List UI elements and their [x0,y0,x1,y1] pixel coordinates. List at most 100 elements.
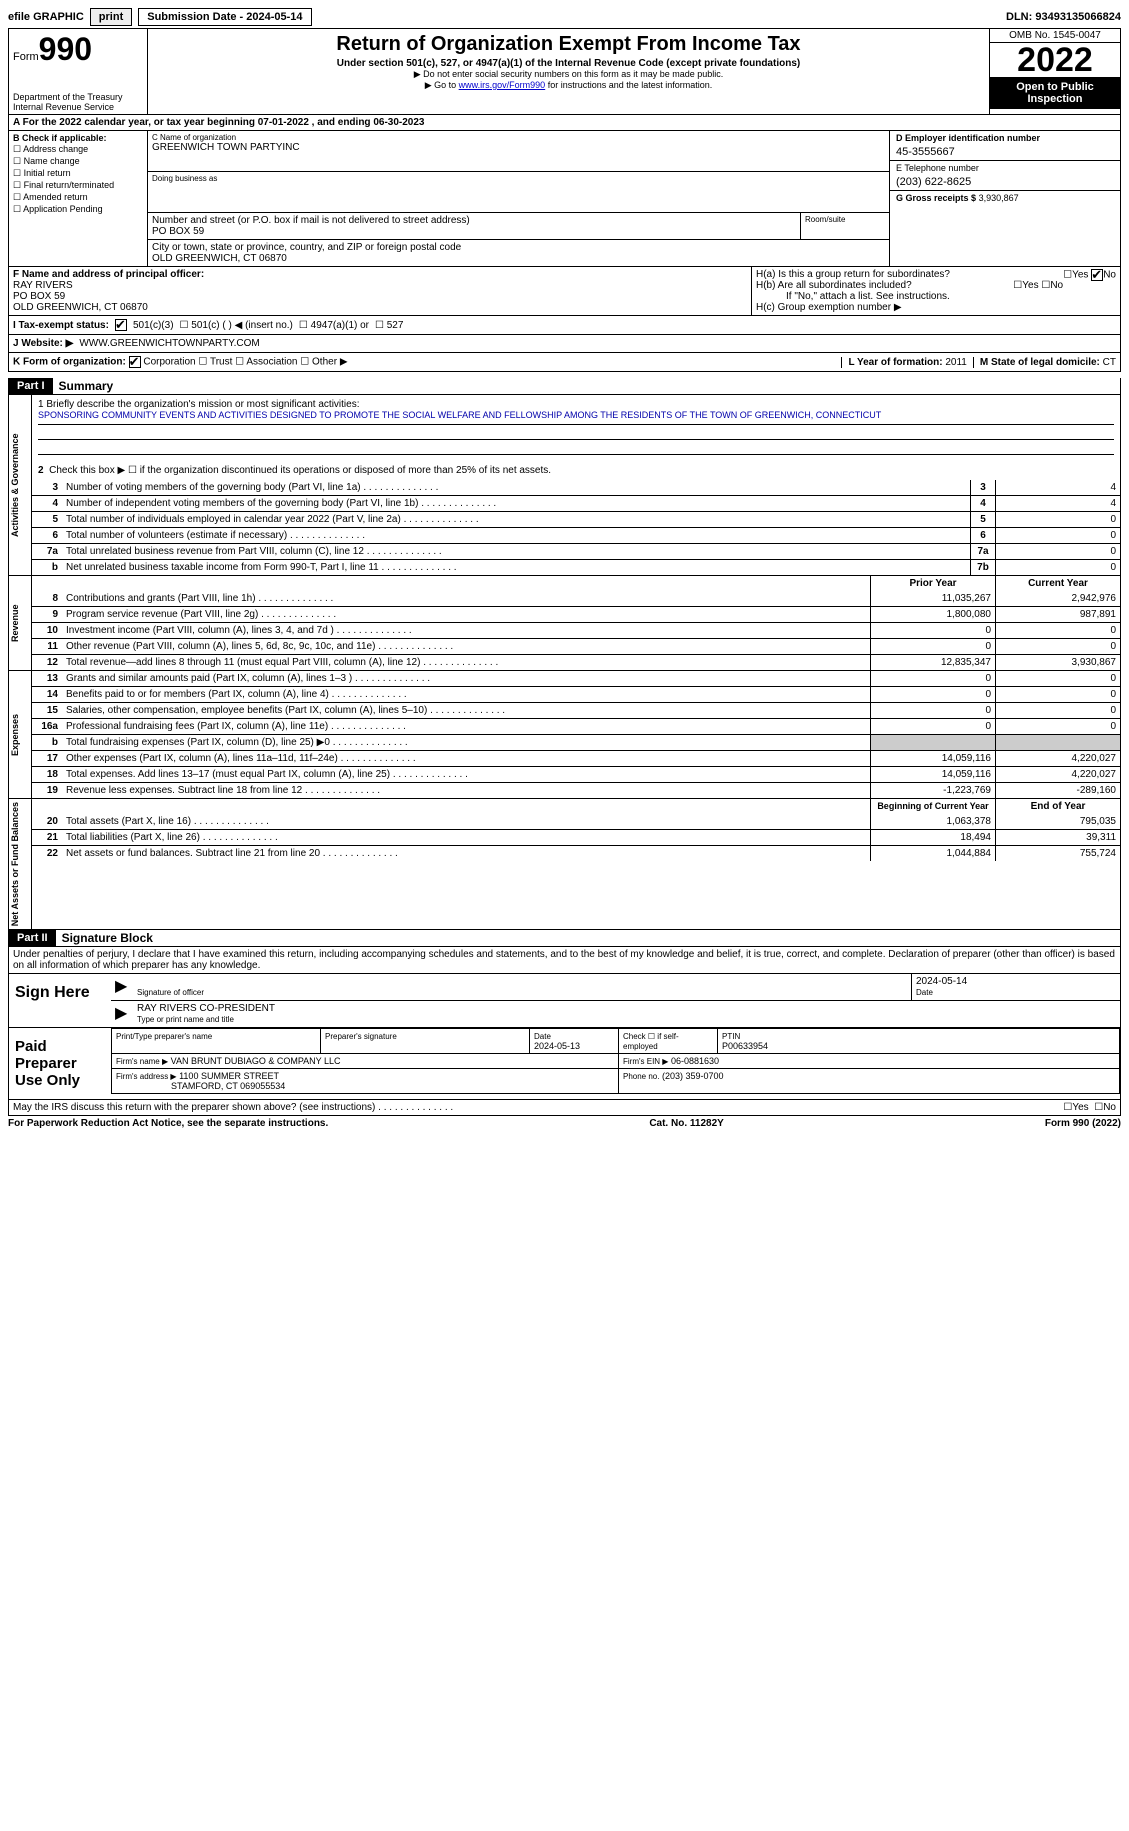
irs-label: Internal Revenue Service [13,102,143,112]
name-title-label: Type or print name and title [137,1015,234,1024]
table-row: 18 Total expenses. Add lines 13–17 (must… [32,766,1120,782]
section-b-c-d: B Check if applicable: ☐ Address change … [8,131,1121,267]
name-label: C Name of organization [152,133,885,142]
row-a-tax-year: A For the 2022 calendar year, or tax yea… [8,115,1121,131]
col-prior: Prior Year [870,576,995,591]
chk-pending[interactable]: ☐ Application Pending [13,204,143,215]
phone-label: E Telephone number [896,163,1114,173]
table-row: 4 Number of independent voting members o… [32,495,1120,511]
chk-final[interactable]: ☐ Final return/terminated [13,180,143,191]
form-number: 990 [39,31,92,67]
irs-link[interactable]: www.irs.gov/Form990 [459,80,546,90]
table-row: 22 Net assets or fund balances. Subtract… [32,845,1120,861]
chk-address[interactable]: ☐ Address change [13,144,143,155]
note-link: ▶ Go to www.irs.gov/Form990 for instruct… [154,80,983,91]
table-row: Print/Type preparer's name Preparer's si… [112,1029,1120,1054]
row-i-status: I Tax-exempt status: 501(c)(3) ☐ 501(c) … [8,316,1121,335]
tab-revenue: Revenue [9,576,32,670]
efile-label: efile GRAPHIC [8,11,84,23]
paid-preparer-label: Paid Preparer Use Only [9,1028,111,1099]
officer-addr2: OLD GREENWICH, CT 06870 [13,302,747,313]
ha-label: H(a) Is this a group return for subordin… [756,269,950,280]
declaration: Under penalties of perjury, I declare th… [9,947,1120,974]
table-row: 7a Total unrelated business revenue from… [32,543,1120,559]
hb-label: H(b) Are all subordinates included? [756,280,912,291]
officer-label: F Name and address of principal officer: [13,269,747,280]
tab-governance: Activities & Governance [9,395,32,575]
part2-title: Signature Block [56,931,153,945]
table-row: 13 Grants and similar amounts paid (Part… [32,671,1120,686]
part1-badge: Part I [9,378,53,394]
hb-note: If "No," attach a list. See instructions… [756,291,1116,302]
table-row: 15 Salaries, other compensation, employe… [32,702,1120,718]
date-label: Date [916,988,933,997]
preparer-table: Print/Type preparer's name Preparer's si… [111,1028,1120,1094]
officer-name: RAY RIVERS [13,280,747,291]
section-f-h: F Name and address of principal officer:… [8,267,1121,316]
part2-header-row: Part II Signature Block [8,930,1121,947]
m-label: M State of legal domicile: [980,357,1100,368]
table-row: 6 Total number of volunteers (estimate i… [32,527,1120,543]
chk-amended[interactable]: ☐ Amended return [13,192,143,203]
sig-date: 2024-05-14 [916,976,967,987]
form-label: Form [13,51,39,63]
table-row: 11 Other revenue (Part VIII, column (A),… [32,638,1120,654]
sig-arrow-icon-2: ▶ [111,1001,133,1027]
box-c: C Name of organization GREENWICH TOWN PA… [148,131,889,266]
table-row: 19 Revenue less expenses. Subtract line … [32,782,1120,798]
mission-block: 1 Briefly describe the organization's mi… [32,395,1120,480]
sig-arrow-icon: ▶ [111,974,133,1000]
ein-label: D Employer identification number [896,133,1114,143]
q1-blank1 [38,425,1114,440]
top-bar: efile GRAPHIC print Submission Date - 20… [8,8,1121,26]
table-row: 8 Contributions and grants (Part VIII, l… [32,591,1120,606]
col-end: End of Year [995,799,1120,814]
col-begin: Beginning of Current Year [870,799,995,814]
header-left: Form990 Department of the Treasury Inter… [9,29,148,114]
chk-initial[interactable]: ☐ Initial return [13,168,143,179]
addr-label: Number and street (or P.O. box if mail i… [152,215,796,226]
note-ssn: ▶ Do not enter social security numbers o… [154,69,983,80]
l-value: 2011 [945,357,967,368]
print-button[interactable]: print [90,8,132,26]
form-title: Return of Organization Exempt From Incom… [154,33,983,56]
footer-left: For Paperwork Reduction Act Notice, see … [8,1118,328,1129]
form-header: Form990 Department of the Treasury Inter… [8,28,1121,115]
sig-officer-label: Signature of officer [137,988,204,997]
ha-no-check[interactable] [1091,269,1103,281]
table-row: 3 Number of voting members of the govern… [32,480,1120,495]
submission-date: Submission Date - 2024-05-14 [138,8,311,26]
box-b: B Check if applicable: ☐ Address change … [9,131,148,266]
q2-text: Check this box ▶ ☐ if the organization d… [49,465,551,476]
footer-right: Form 990 (2022) [1045,1118,1121,1129]
discuss-row: May the IRS discuss this return with the… [9,1099,1120,1115]
website-label: J Website: ▶ [13,338,73,349]
table-row: 12 Total revenue—add lines 8 through 11 … [32,654,1120,670]
table-row: Firm's name ▶ VAN BRUNT DUBIAGO & COMPAN… [112,1054,1120,1069]
org-address: PO BOX 59 [152,226,796,237]
tax-year: 2022 [990,43,1120,77]
summary-governance: Activities & Governance 1 Briefly descri… [8,395,1121,576]
box-f: F Name and address of principal officer:… [9,267,752,315]
row-k-org: K Form of organization: Corporation ☐ Tr… [8,353,1121,372]
l-label: L Year of formation: [848,357,942,368]
officer-name-title: RAY RIVERS CO-PRESIDENT [137,1003,275,1014]
room-label: Room/suite [801,213,889,239]
chk-name[interactable]: ☐ Name change [13,156,143,167]
chk-501c3[interactable] [115,319,127,331]
gross-value: 3,930,867 [979,193,1019,203]
chk-corp[interactable] [129,356,141,368]
header-right: OMB No. 1545-0047 2022 Open to Public In… [990,29,1120,114]
q1-value: SPONSORING COMMUNITY EVENTS AND ACTIVITI… [38,410,1114,425]
table-row: 9 Program service revenue (Part VIII, li… [32,606,1120,622]
q2-num: 2 [38,465,44,476]
officer-addr1: PO BOX 59 [13,291,747,302]
open-public-badge: Open to Public Inspection [990,77,1120,109]
signature-block: Under penalties of perjury, I declare th… [8,947,1121,1116]
tab-expenses: Expenses [9,671,32,798]
tab-netassets: Net Assets or Fund Balances [9,799,32,929]
part1-title: Summary [53,379,114,393]
summary-expenses: Expenses 13 Grants and similar amounts p… [8,671,1121,799]
table-row: 10 Investment income (Part VIII, column … [32,622,1120,638]
year-header-row: Prior Year Current Year [32,576,1120,591]
